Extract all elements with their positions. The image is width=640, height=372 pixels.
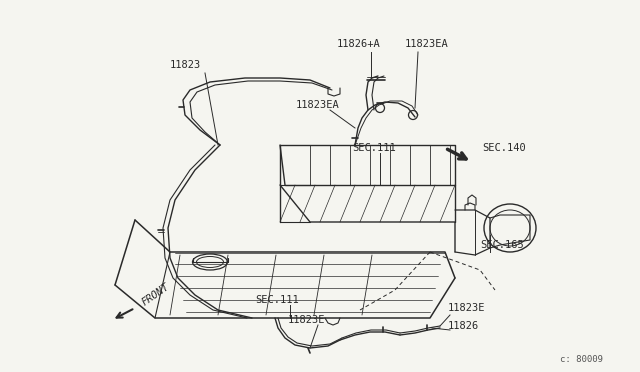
Text: c: 80009: c: 80009 <box>560 356 603 365</box>
Text: SEC.111: SEC.111 <box>255 295 299 305</box>
Text: 11823EA: 11823EA <box>405 39 449 49</box>
Text: SEC.111: SEC.111 <box>352 143 396 153</box>
Text: 11823E: 11823E <box>448 303 486 313</box>
Text: 11823: 11823 <box>170 60 201 70</box>
Text: SEC.140: SEC.140 <box>482 143 525 153</box>
Text: 11823EA: 11823EA <box>296 100 340 110</box>
Text: 11826: 11826 <box>448 321 479 331</box>
Text: FRONT: FRONT <box>140 282 172 308</box>
Text: SEC.165: SEC.165 <box>480 240 524 250</box>
Text: 11826+A: 11826+A <box>337 39 381 49</box>
Text: 11823E: 11823E <box>288 315 326 325</box>
